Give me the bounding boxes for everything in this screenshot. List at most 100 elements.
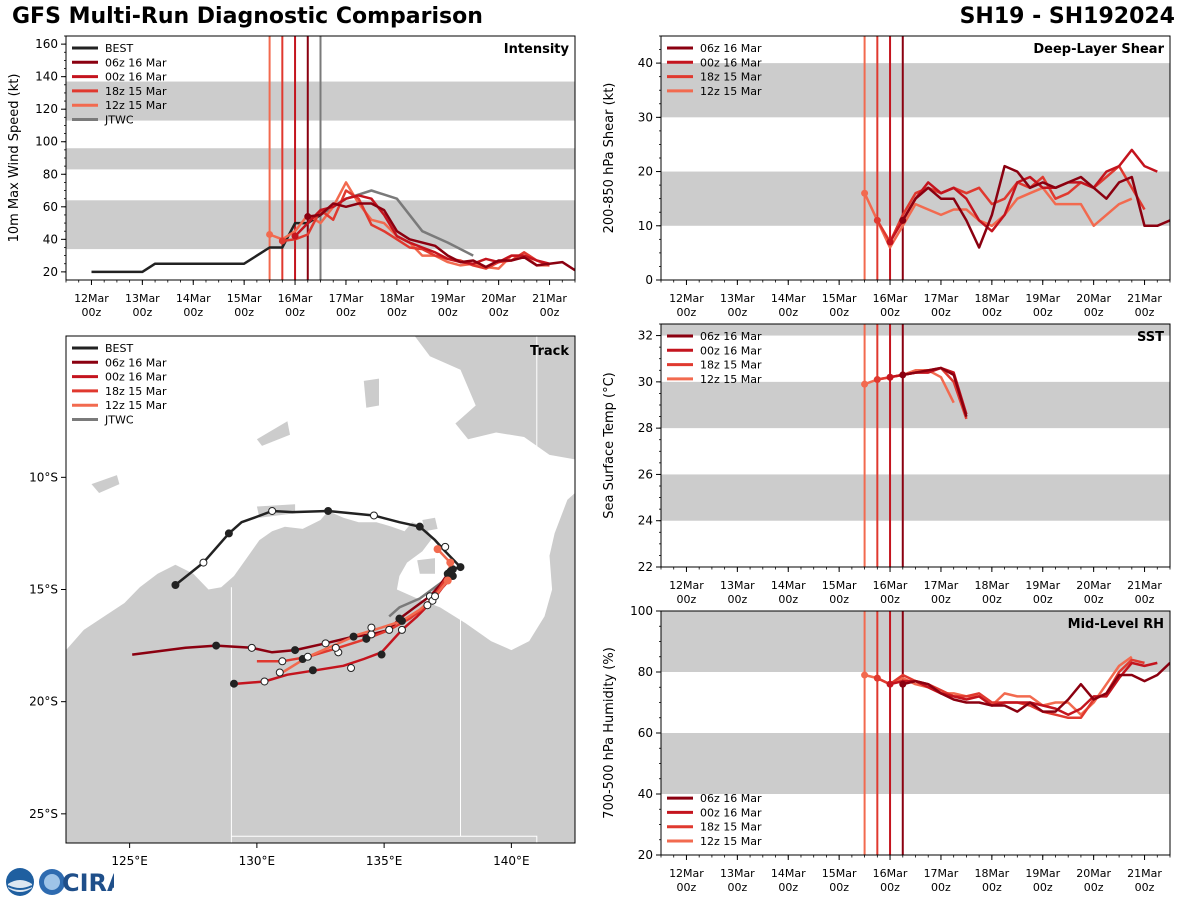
legend-label-12z-15-mar: 12z 15 Mar — [700, 373, 762, 386]
shear-ylabel: 200-850 hPa Shear (kt) — [602, 83, 617, 234]
island-5 — [363, 378, 379, 408]
rh-xtick-label: 00z — [982, 881, 1002, 894]
cira-logo: CIRA — [6, 868, 114, 897]
shear-xtick-label: 00z — [1135, 306, 1155, 319]
sst-xtick-label: 00z — [880, 593, 900, 606]
rh-xtick-label: 14Mar — [771, 867, 806, 880]
sst-ylabel: Sea Surface Temp (°C) — [602, 372, 617, 519]
rh-ytick-label: 100 — [630, 604, 653, 618]
sst-ytick-label: 30 — [638, 375, 653, 389]
shear-xtick-label: 15Mar — [822, 292, 857, 305]
rh-init-point-12z-15-mar — [861, 671, 869, 679]
sst-series-06z-16-mar — [902, 366, 968, 417]
sst-xtick-label: 00z — [931, 593, 951, 606]
track-point-12z-15-mar — [433, 545, 442, 554]
intensity-series-group — [91, 181, 575, 274]
new-guinea-land — [414, 336, 575, 460]
intensity-ytick-label: 60 — [43, 200, 58, 214]
legend-label-00z-16-mar: 00z 16 Mar — [700, 56, 762, 69]
intensity-xtick-label: 00z — [387, 306, 407, 319]
sst-ytick-label: 22 — [638, 560, 653, 574]
legend-label-06z-16-mar: 06z 16 Mar — [105, 356, 167, 369]
sst-xtick-label: 18Mar — [974, 579, 1009, 592]
shear-ytick-label: 40 — [638, 56, 653, 70]
intensity-xtick-label: 18Mar — [379, 292, 414, 305]
track-point-00z-16-mar — [397, 625, 406, 634]
shear-init-point-06z-16-mar — [899, 216, 907, 224]
island-4 — [256, 421, 290, 446]
intensity-xtick-label: 00z — [132, 306, 152, 319]
intensity-xtick-label: 00z — [489, 306, 509, 319]
storm-id-label: SH19 - SH192024 — [959, 4, 1175, 29]
intensity-series-06z-16-mar — [307, 202, 575, 272]
intensity-init-point-06z-16-mar — [304, 213, 312, 221]
legend-label-jtwc: JTWC — [104, 414, 134, 427]
shear-xtick-label: 00z — [1033, 306, 1053, 319]
legend-label-00z-16-mar: 00z 16 Mar — [700, 806, 762, 819]
shear-series-12z-15-mar — [863, 186, 1133, 249]
intensity-series-best — [91, 213, 322, 274]
intensity-title: Intensity — [504, 42, 570, 57]
track-point-00z-16-mar — [308, 666, 317, 675]
island-2 — [417, 558, 435, 574]
land-mass — [66, 493, 575, 843]
rh-xtick-label: 15Mar — [822, 867, 857, 880]
shear-xtick-label: 20Mar — [1076, 292, 1111, 305]
intensity-xtick-label: 00z — [540, 306, 560, 319]
sst-frame — [660, 323, 1171, 568]
intensity-xtick-label: 19Mar — [430, 292, 465, 305]
track-frame — [65, 335, 576, 844]
intensity-xtick-label: 00z — [82, 306, 102, 319]
track-point-00z-16-mar — [229, 679, 238, 688]
intensity-ytick-label: 120 — [35, 102, 58, 116]
legend-label-06z-16-mar: 06z 16 Mar — [105, 56, 167, 69]
intensity-init-point-00z-16-mar — [291, 232, 299, 240]
shear-title: Deep-Layer Shear — [1033, 42, 1164, 57]
border-south — [231, 835, 538, 843]
sst-xtick-label: 00z — [677, 593, 697, 606]
rh-xtick-label: 16Mar — [873, 867, 908, 880]
page-title: GFS Multi-Run Diagnostic Comparison — [12, 4, 483, 29]
intensity-xtick-label: 00z — [336, 306, 356, 319]
legend-label-jtwc: JTWC — [104, 114, 134, 127]
legend-label-18z-15-mar: 18z 15 Mar — [700, 71, 762, 84]
intensity-xtick-label: 00z — [234, 306, 254, 319]
rh-xtick-label: 20Mar — [1076, 867, 1111, 880]
intensity-xtick-label: 15Mar — [227, 292, 262, 305]
legend-label-12z-15-mar: 12z 15 Mar — [700, 835, 762, 848]
shear-xtick-label: 00z — [982, 306, 1002, 319]
track-xtick-label: 130°E — [239, 854, 276, 868]
track-xtick-label: 140°E — [493, 854, 530, 868]
rh-ytick-label: 40 — [638, 787, 653, 801]
legend-label-best: BEST — [105, 342, 133, 355]
rh-init-point-06z-16-mar — [899, 680, 907, 688]
track-point-12z-15-mar — [446, 558, 455, 567]
track-point-12z-15-mar — [397, 616, 406, 625]
track-point-18z-15-mar — [385, 625, 394, 634]
sst-ytick-label: 24 — [638, 514, 653, 528]
intensity-ytick-label: 140 — [35, 70, 58, 84]
rh-init-point-00z-16-mar — [886, 680, 894, 688]
track-point-12z-15-mar — [303, 652, 312, 661]
intensity-xtick-label: 14Mar — [176, 292, 211, 305]
shear-band-1 — [661, 63, 1170, 118]
rh-xtick-label: 00z — [727, 881, 747, 894]
intensity-xtick-label: 17Mar — [329, 292, 364, 305]
sst-xtick-label: 00z — [829, 593, 849, 606]
track-point-18z-15-mar — [423, 601, 432, 610]
intensity-ylabel: 10m Max Wind Speed (kt) — [7, 74, 22, 243]
rh-xtick-label: 00z — [1135, 881, 1155, 894]
rh-xtick-label: 00z — [1033, 881, 1053, 894]
rh-xtick-label: 21Mar — [1127, 867, 1162, 880]
rh-chart: 2040608010012Mar00z13Mar00z14Mar00z15Mar… — [602, 604, 1171, 894]
shear-xtick-label: 00z — [727, 306, 747, 319]
shear-xtick-label: 21Mar — [1127, 292, 1162, 305]
sst-band-0 — [661, 474, 1170, 521]
track-point-12z-15-mar — [367, 623, 376, 632]
rh-band-0 — [661, 733, 1170, 794]
intensity-xtick-label: 00z — [438, 306, 458, 319]
rh-xtick-label: 00z — [829, 881, 849, 894]
rh-ytick-label: 60 — [638, 726, 653, 740]
rh-xtick-label: 19Mar — [1025, 867, 1060, 880]
legend-label-00z-16-mar: 00z 16 Mar — [105, 371, 167, 384]
